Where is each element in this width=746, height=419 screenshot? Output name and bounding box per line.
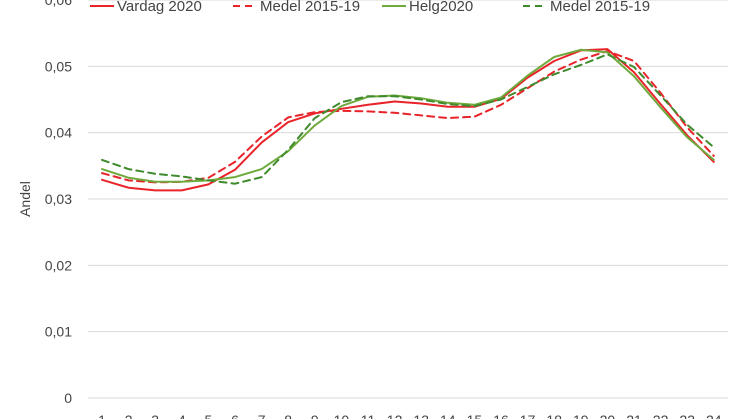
legend-label-3: Helg2020	[409, 0, 473, 15]
legend-label-1: Vardag 2020	[117, 0, 202, 15]
y-axis-label: Andel	[17, 181, 33, 217]
x-tick-label: 13	[413, 412, 429, 419]
x-tick-label: 9	[311, 412, 319, 419]
x-tick-label: 17	[520, 412, 536, 419]
x-tick-label: 24	[706, 412, 722, 419]
legend-label-2: Medel 2015-19	[260, 0, 360, 15]
series-lines	[101, 48, 715, 192]
x-tick-label: 12	[387, 412, 403, 419]
series-line-2	[101, 50, 715, 184]
x-tick-label: 16	[493, 412, 509, 419]
series-line-4	[101, 53, 715, 185]
x-tick-label: 11	[361, 412, 376, 419]
y-axis-ticks: 0 0,01 0,02 0,03 0,04 0,05 0,06	[45, 0, 72, 406]
x-tick-label: 19	[573, 412, 589, 419]
x-tick-label: 2	[125, 412, 133, 419]
x-tick-label: 22	[653, 412, 669, 419]
x-tick-label: 20	[600, 412, 616, 419]
x-tick-label: 23	[679, 412, 695, 419]
x-tick-label: 3	[151, 412, 159, 419]
y-tick-label: 0	[64, 390, 72, 406]
y-tick-label: 0,01	[45, 324, 72, 340]
x-tick-label: 15	[467, 412, 483, 419]
series-line-3	[101, 48, 715, 183]
x-tick-label: 7	[258, 412, 266, 419]
y-tick-label: 0,02	[45, 257, 72, 273]
y-tick-label: 0,05	[45, 58, 72, 74]
x-tick-label: 6	[231, 412, 239, 419]
legend-label-4: Medel 2015-19	[550, 0, 650, 15]
x-tick-label: 10	[334, 412, 350, 419]
x-tick-label: 14	[440, 412, 456, 419]
x-tick-label: 18	[546, 412, 562, 419]
gridlines	[88, 0, 728, 399]
series-line-1	[101, 48, 715, 192]
legend: Vardag 2020 Medel 2015-19 Helg2020 Medel 20…	[90, 0, 650, 15]
x-tick-label: 5	[205, 412, 213, 419]
y-tick-label: 0,03	[45, 191, 72, 207]
x-tick-label: 1	[98, 412, 106, 419]
x-tick-label: 8	[284, 412, 292, 419]
x-tick-label: 4	[178, 412, 186, 419]
x-axis-ticks: 123456789101112131415161718192021222324	[98, 412, 722, 419]
y-tick-label: 0,06	[45, 0, 72, 8]
x-tick-label: 21	[626, 412, 642, 419]
y-tick-label: 0,04	[45, 125, 72, 141]
